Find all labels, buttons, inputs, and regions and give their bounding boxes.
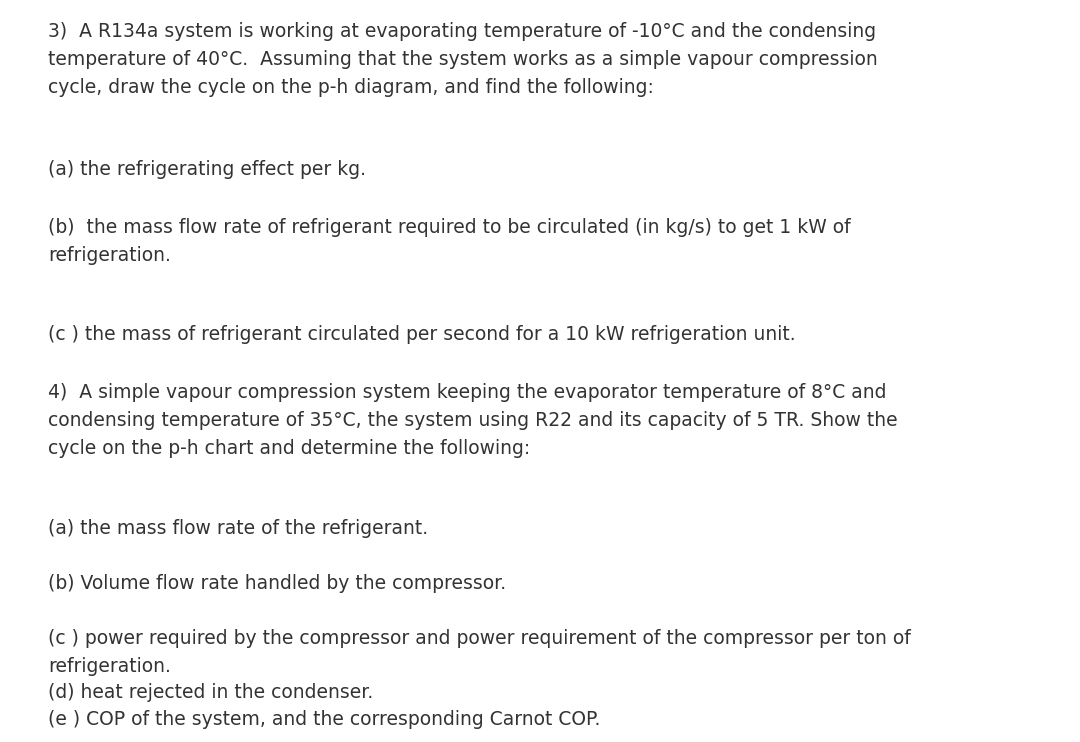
Text: 3)  A R134a system is working at evaporating temperature of -10°C and the conden: 3) A R134a system is working at evaporat… xyxy=(48,22,876,41)
Text: (b) Volume flow rate handled by the compressor.: (b) Volume flow rate handled by the comp… xyxy=(48,574,507,593)
Text: (e ) COP of the system, and the corresponding Carnot COP.: (e ) COP of the system, and the correspo… xyxy=(48,710,600,729)
Text: (b)  the mass flow rate of refrigerant required to be circulated (in kg/s) to ge: (b) the mass flow rate of refrigerant re… xyxy=(48,218,851,237)
Text: refrigeration.: refrigeration. xyxy=(48,657,171,676)
Text: cycle, draw the cycle on the p-h diagram, and find the following:: cycle, draw the cycle on the p-h diagram… xyxy=(48,78,653,97)
Text: temperature of 40°C.  Assuming that the system works as a simple vapour compress: temperature of 40°C. Assuming that the s… xyxy=(48,50,878,69)
Text: cycle on the p-h chart and determine the following:: cycle on the p-h chart and determine the… xyxy=(48,439,530,458)
Text: (c ) power required by the compressor and power requirement of the compressor pe: (c ) power required by the compressor an… xyxy=(48,629,910,648)
Text: condensing temperature of 35°C, the system using R22 and its capacity of 5 TR. S: condensing temperature of 35°C, the syst… xyxy=(48,411,897,430)
Text: 4)  A simple vapour compression system keeping the evaporator temperature of 8°C: 4) A simple vapour compression system ke… xyxy=(48,383,887,402)
Text: (c ) the mass of refrigerant circulated per second for a 10 kW refrigeration uni: (c ) the mass of refrigerant circulated … xyxy=(48,325,796,344)
Text: (a) the refrigerating effect per kg.: (a) the refrigerating effect per kg. xyxy=(48,160,366,179)
Text: (a) the mass flow rate of the refrigerant.: (a) the mass flow rate of the refrigeran… xyxy=(48,519,428,538)
Text: (d) heat rejected in the condenser.: (d) heat rejected in the condenser. xyxy=(48,683,374,702)
Text: refrigeration.: refrigeration. xyxy=(48,246,171,265)
